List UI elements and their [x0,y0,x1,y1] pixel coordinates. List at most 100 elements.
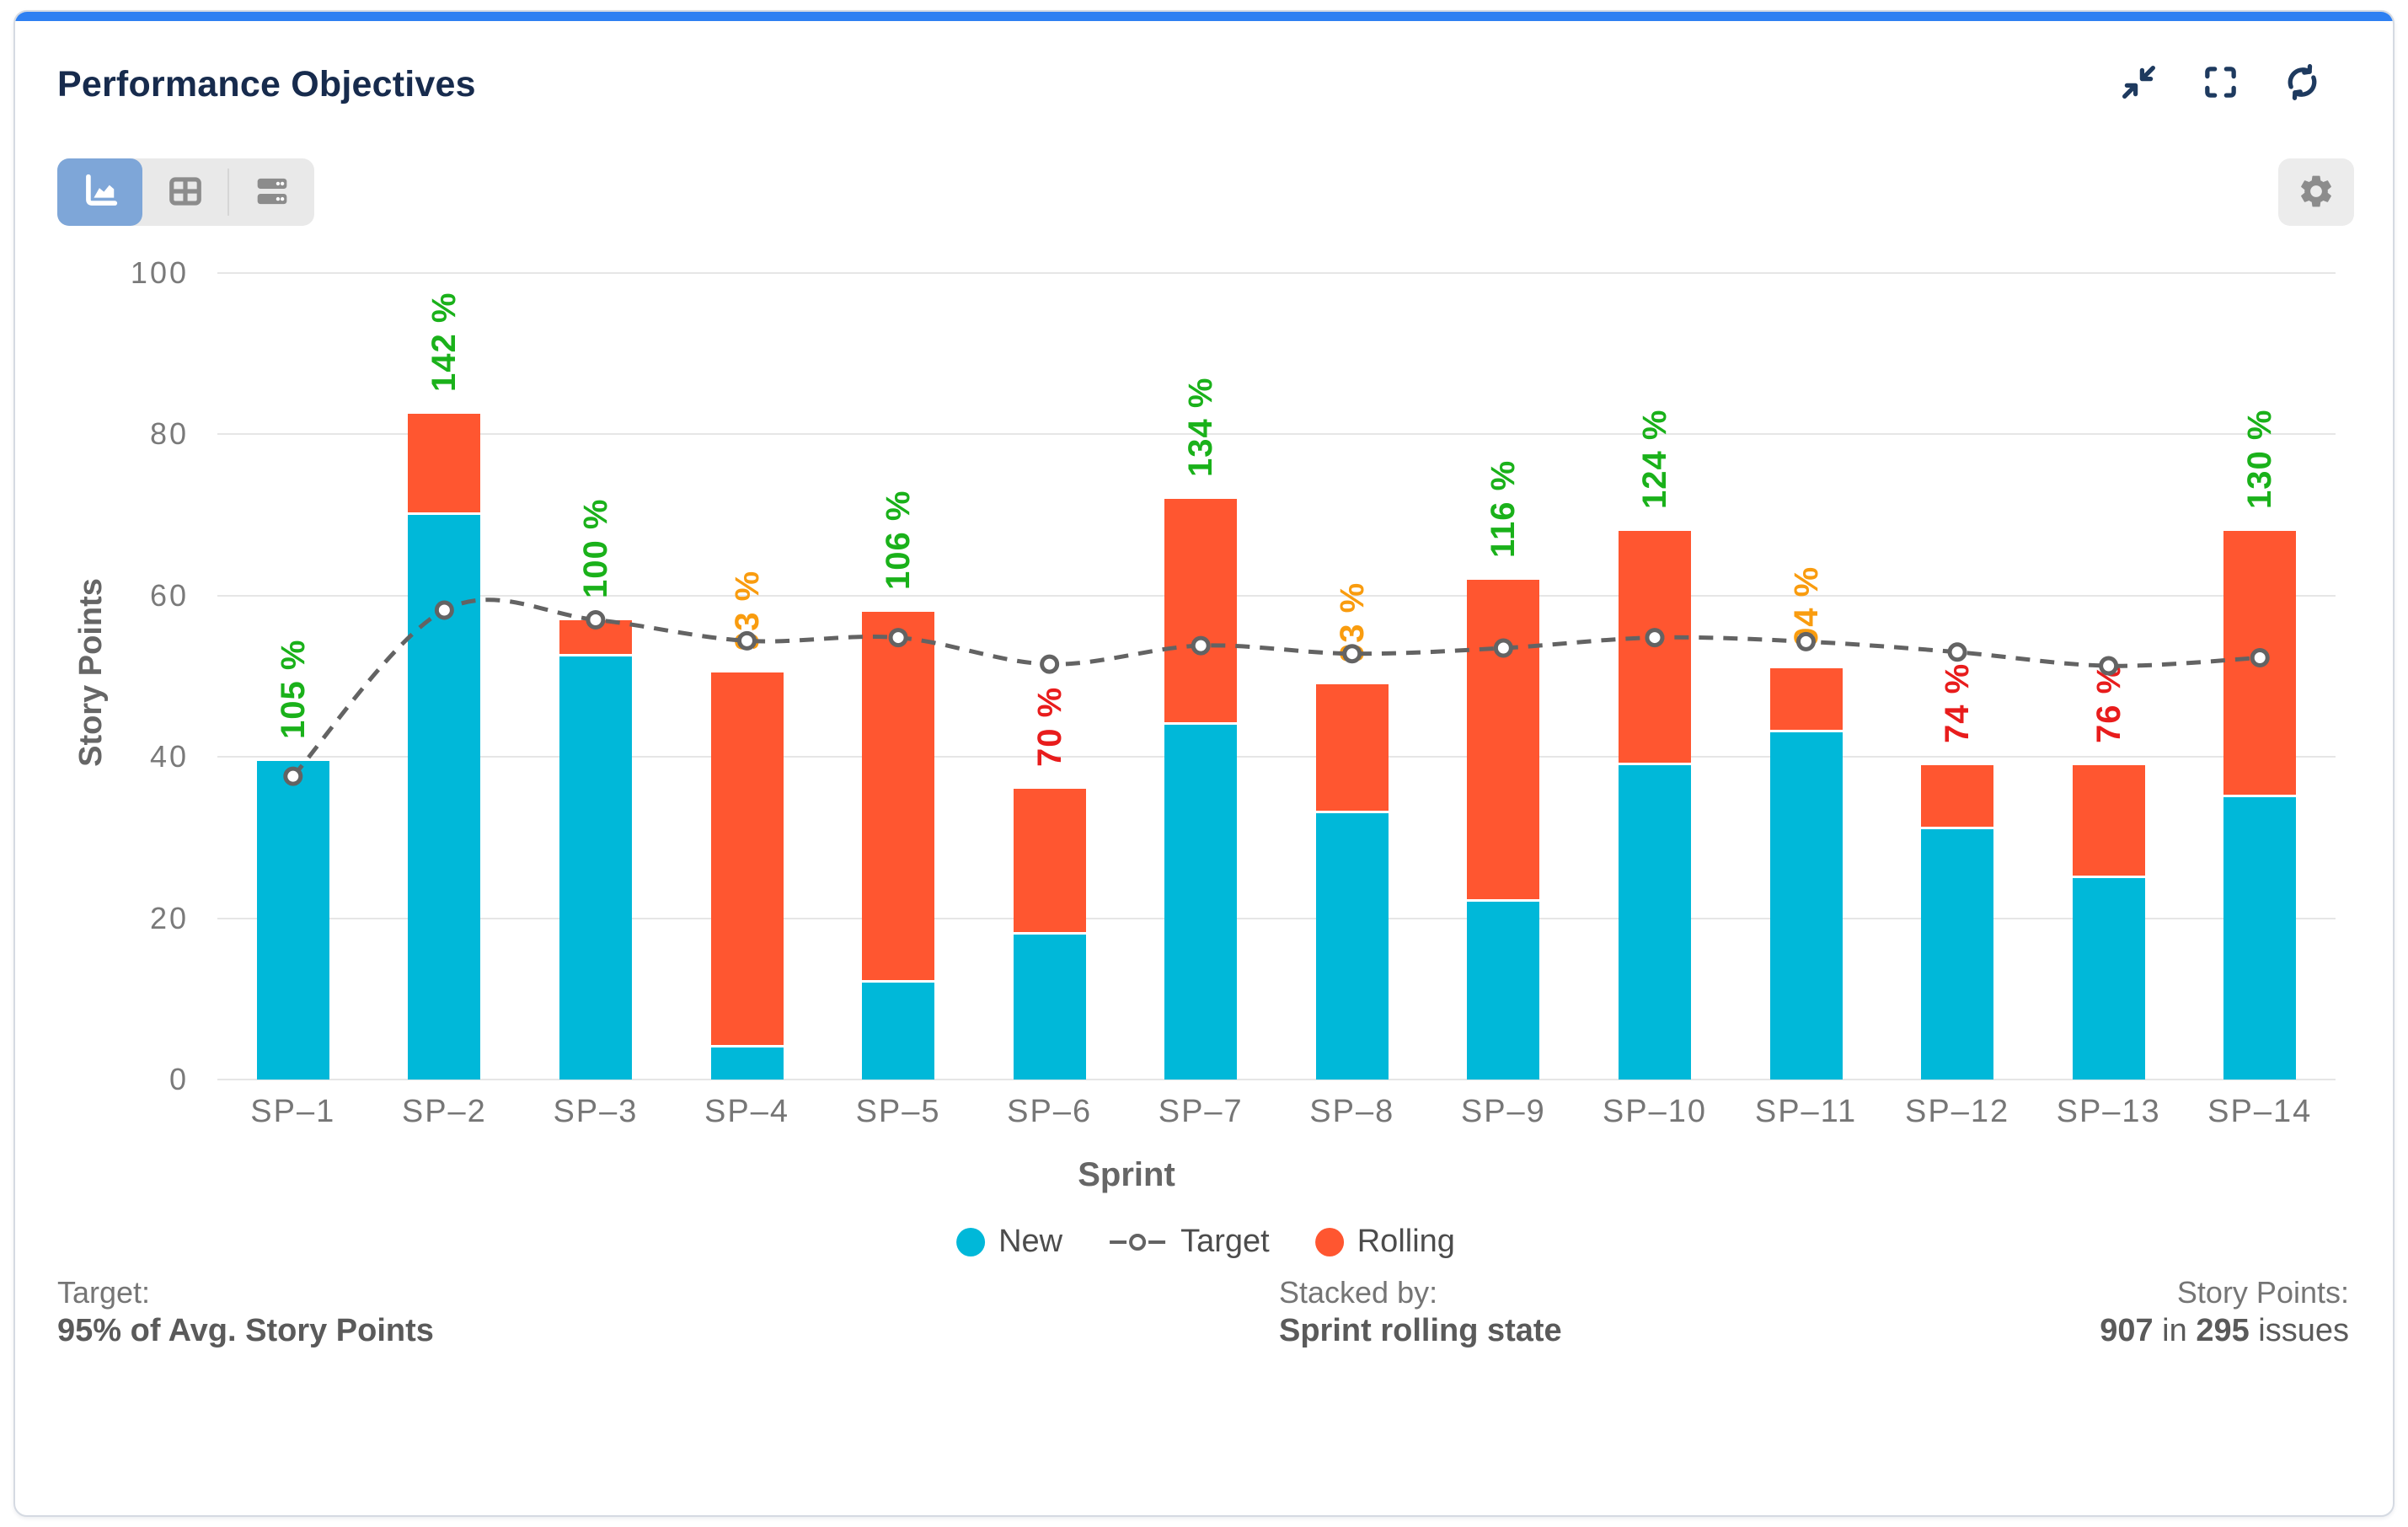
x-tick-SP–3: SP–3 [553,1094,639,1129]
header-actions [2119,62,2322,102]
card-accent-bar [15,12,2393,21]
target-marker-SP–3[interactable] [586,610,606,630]
y-tick-40: 40 [149,739,189,774]
bar-new-SP–14[interactable] [2223,797,2297,1080]
percent-label-SP–9: 116 % [1485,459,1522,558]
target-marker-SP–11[interactable] [1796,631,1816,651]
bar-new-SP–7[interactable] [1164,724,1238,1080]
bar-new-SP–11[interactable] [1769,732,1843,1080]
target-marker-SP–14[interactable] [2250,647,2270,667]
legend-swatch-rolling [1314,1227,1344,1256]
y-tick-100: 100 [130,255,189,290]
target-marker-SP–7[interactable] [1191,635,1211,656]
target-marker-SP–9[interactable] [1493,638,1513,658]
settings-button[interactable] [2278,158,2354,226]
bar-new-SP–2[interactable] [408,515,481,1080]
target-marker-SP–2[interactable] [434,600,454,620]
footer-target-label: Target: [57,1275,151,1310]
target-marker-SP–4[interactable] [737,630,757,651]
view-switcher [57,158,314,226]
footer-target: Target: 95% of Avg. Story Points [57,1274,434,1350]
bar-new-SP–5[interactable] [862,983,935,1080]
bar-new-SP–1[interactable] [256,760,329,1080]
x-tick-SP–9: SP–9 [1460,1094,1546,1129]
gridline-40 [217,756,2336,758]
percent-label-SP–6: 70 % [1030,687,1068,768]
x-tick-SP–5: SP–5 [855,1094,941,1129]
legend-item-rolling[interactable]: Rolling [1314,1224,1455,1260]
y-tick-60: 60 [149,577,189,613]
target-marker-SP–12[interactable] [1947,642,1967,662]
percent-label-SP–12: 74 % [1939,662,1977,743]
toolbar-divider [227,169,229,216]
bar-rolling-SP–12[interactable] [1921,764,1994,828]
data-view-button[interactable] [229,158,314,226]
bar-rolling-SP–7[interactable] [1164,498,1238,722]
gridline-80 [217,433,2336,436]
legend-swatch-target [1110,1233,1166,1251]
target-marker-SP–8[interactable] [1342,644,1362,664]
footer-target-value: 95% of Avg. Story Points [57,1313,434,1348]
x-tick-SP–7: SP–7 [1158,1094,1244,1129]
bar-new-SP–4[interactable] [710,1047,784,1080]
target-line-layer [283,597,2270,786]
bar-rolling-SP–9[interactable] [1467,579,1540,900]
table-icon [163,169,207,216]
target-marker-SP–1[interactable] [283,766,303,786]
bar-new-SP–6[interactable] [1013,934,1086,1080]
x-tick-SP–8: SP–8 [1309,1094,1395,1129]
bar-rolling-SP–5[interactable] [862,611,935,981]
legend-swatch-new [956,1227,986,1256]
refresh-icon[interactable] [2282,62,2322,102]
rows-icon [250,169,294,216]
x-tick-SP–13: SP–13 [2056,1094,2161,1129]
bar-rolling-SP–8[interactable] [1315,684,1389,812]
x-axis-title: Sprint [1078,1156,1175,1193]
bar-new-SP–8[interactable] [1315,813,1389,1080]
footer-story-points: Story Points: 907 in 295 issues [2100,1274,2349,1350]
legend-item-new[interactable]: New [956,1224,1062,1260]
gridline-100 [217,272,2336,274]
bar-new-SP–9[interactable] [1467,902,1540,1080]
footer-stacked-value: Sprint rolling state [1279,1313,1562,1348]
target-marker-SP–6[interactable] [1040,654,1060,674]
area-chart-icon [78,169,122,216]
table-view-button[interactable] [142,158,227,226]
target-marker-SP–10[interactable] [1645,628,1665,648]
target-marker-SP–5[interactable] [888,628,908,648]
legend-label-new: New [998,1224,1063,1259]
bar-rolling-SP–13[interactable] [2072,764,2145,876]
footer-stacked-by: Stacked by: Sprint rolling state [1279,1274,1562,1350]
page-title: Performance Objectives [57,64,476,104]
percent-label-SP–2: 142 % [425,292,463,393]
bar-new-SP–12[interactable] [1921,829,1994,1080]
chart-view-button[interactable] [57,158,142,226]
bar-rolling-SP–6[interactable] [1013,789,1086,932]
legend-label-target: Target [1180,1224,1270,1259]
target-marker-SP–13[interactable] [2099,656,2119,676]
legend-label-rolling: Rolling [1357,1224,1455,1259]
x-tick-SP–12: SP–12 [1905,1094,2010,1129]
percent-label-SP–5: 106 % [880,490,918,590]
y-tick-20: 20 [149,900,189,935]
footer-points-value: 907 in 295 issues [2100,1313,2349,1348]
bar-rolling-SP–4[interactable] [710,672,784,1045]
bar-rolling-SP–11[interactable] [1769,667,1843,731]
gridline-0 [217,1079,2336,1080]
legend-item-target[interactable]: Target [1108,1224,1270,1260]
legend: New Target Rolling [956,1224,1455,1260]
bar-new-SP–13[interactable] [2072,877,2145,1080]
fullscreen-icon[interactable] [2201,62,2240,102]
percent-label-SP–14: 130 % [2241,409,2279,510]
bar-new-SP–3[interactable] [559,656,632,1080]
bar-rolling-SP–2[interactable] [408,414,481,513]
x-tick-SP–2: SP–2 [401,1094,487,1129]
x-tick-SP–4: SP–4 [704,1094,789,1129]
bar-new-SP–10[interactable] [1618,764,1691,1080]
y-tick-0: 0 [169,1062,189,1096]
percent-label-SP–3: 100 % [576,498,614,598]
gadget-card: Performance Objectives [13,10,2395,1517]
x-tick-SP–14: SP–14 [2207,1094,2313,1129]
x-tick-SP–1: SP–1 [250,1094,336,1129]
collapse-icon[interactable] [2119,62,2159,102]
